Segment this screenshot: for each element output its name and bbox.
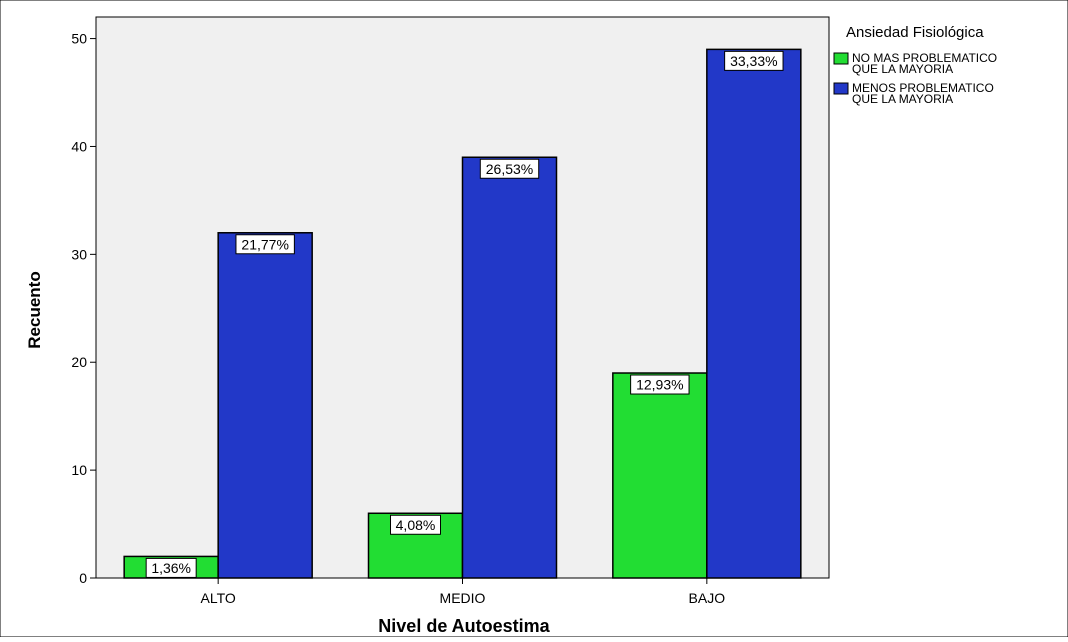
bar-menos_problematico-bajo	[706, 48, 802, 579]
legend-title: Ansiedad Fisiológica	[846, 24, 984, 41]
data-label: 21,77%	[241, 236, 288, 252]
data-label-box	[630, 374, 690, 395]
bar-menos_problematico-alto	[217, 232, 313, 579]
data-label-box	[235, 234, 295, 255]
data-label: 1,36%	[151, 560, 191, 576]
legend: Ansiedad Fisiológica NO MAS PROBLEMATICO…	[833, 24, 997, 106]
legend-entry-text: NO MAS PROBLEMATICO	[852, 51, 997, 65]
legend-swatch	[833, 52, 849, 65]
data-label-box	[724, 50, 784, 71]
axis-layer: 0 10 20 30 40 50 ALTO MEDIO BAJO	[71, 31, 725, 606]
data-label: 4,08%	[396, 517, 436, 533]
y-tick-label: 0	[79, 570, 87, 586]
legend-entry-text: MENOS PROBLEMATICO	[852, 81, 994, 95]
y-axis-title: Recuento	[25, 271, 44, 348]
data-label: 26,53%	[486, 161, 533, 177]
bars-layer	[123, 48, 802, 579]
data-label-box	[390, 514, 441, 535]
bar-no_mas_problematico-bajo	[612, 372, 708, 579]
legend-swatch	[833, 82, 849, 95]
data-labels-layer: 1,36% 21,77% 4,08% 26,53% 12,93% 33,33%	[145, 50, 784, 578]
x-tick-label: ALTO	[201, 590, 236, 606]
y-tick-label: 20	[71, 354, 87, 370]
y-tick-label: 30	[71, 246, 87, 262]
legend-entry-text: QUE LA MAYORIA	[852, 62, 953, 76]
data-label-box	[145, 557, 197, 578]
legend-entry-text: QUE LA MAYORIA	[852, 92, 953, 106]
data-label: 33,33%	[730, 53, 777, 69]
x-tick-label: BAJO	[689, 590, 726, 606]
y-tick-label: 40	[71, 138, 87, 154]
data-label-box	[479, 158, 540, 179]
x-axis-title: Nivel de Autoestima	[378, 616, 550, 636]
data-label: 12,93%	[636, 377, 683, 393]
y-tick-label: 50	[71, 31, 87, 47]
bar-menos_problematico-medio	[461, 156, 558, 579]
x-tick-label: MEDIO	[440, 590, 486, 606]
y-tick-label: 10	[71, 462, 87, 478]
